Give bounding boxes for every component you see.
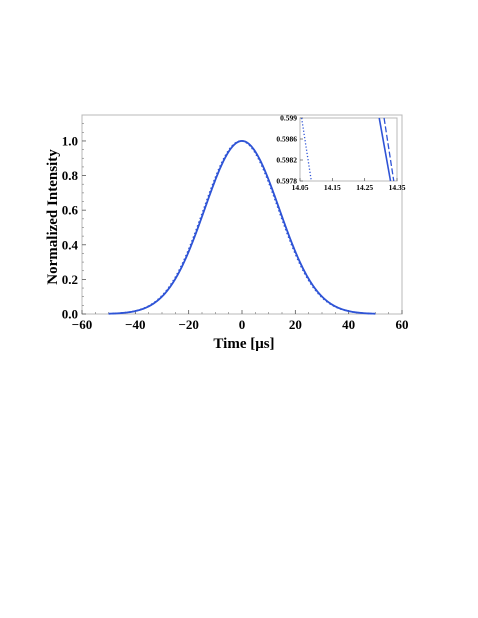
inset-x-tick-label: 14.25 xyxy=(356,183,373,192)
x-tick-label: 20 xyxy=(289,317,302,332)
inset-series-line-dashed xyxy=(383,117,395,182)
y-tick-label: 0.8 xyxy=(62,168,79,183)
x-tick-label: 40 xyxy=(342,317,355,332)
inset-series-line-solid xyxy=(378,117,392,182)
inset-plot: 14.05 14.15 14.25 14.35 0.599 0.5986 0.5982 0.5… xyxy=(276,114,405,193)
y-tick-label: 1.0 xyxy=(62,133,78,148)
x-axis-label: Time [μs] xyxy=(213,336,274,352)
inset-y-tick-label: 0.5982 xyxy=(276,156,297,165)
main-curves xyxy=(108,140,376,315)
inset-axis-ticks: 14.05 14.15 14.25 14.35 0.599 0.5986 0.5982 0.5… xyxy=(276,114,405,193)
x-tick-label: 0 xyxy=(239,317,246,332)
y-axis-label: Normalized Intensity xyxy=(45,149,61,285)
main-axis-ticks: −60 −40 −20 0 20 40 60 0.0 0.2 0.4 0.6 0.8 1.0 xyxy=(62,123,409,332)
inset-y-tick-label: 0.5986 xyxy=(276,135,297,144)
y-tick-label: 0.6 xyxy=(62,203,79,218)
y-tick-label: 0.0 xyxy=(62,307,78,322)
inset-x-tick-label: 14.15 xyxy=(324,183,341,192)
x-tick-label: 60 xyxy=(396,317,409,332)
x-tick-label: −60 xyxy=(72,317,92,332)
inset-frame xyxy=(299,117,398,182)
inset-y-tick-label: 0.5978 xyxy=(276,177,297,186)
inset-x-tick-label: 14.35 xyxy=(389,183,406,192)
y-tick-label: 0.4 xyxy=(62,237,79,252)
x-tick-label: −20 xyxy=(178,317,198,332)
x-tick-label: −40 xyxy=(125,317,145,332)
inset-y-tick-label: 0.599 xyxy=(280,114,297,123)
inset-series-line-dotted xyxy=(300,117,312,182)
inset-x-tick-label: 14.05 xyxy=(292,183,309,192)
inset-curves xyxy=(300,117,395,182)
y-tick-label: 0.2 xyxy=(62,272,78,287)
